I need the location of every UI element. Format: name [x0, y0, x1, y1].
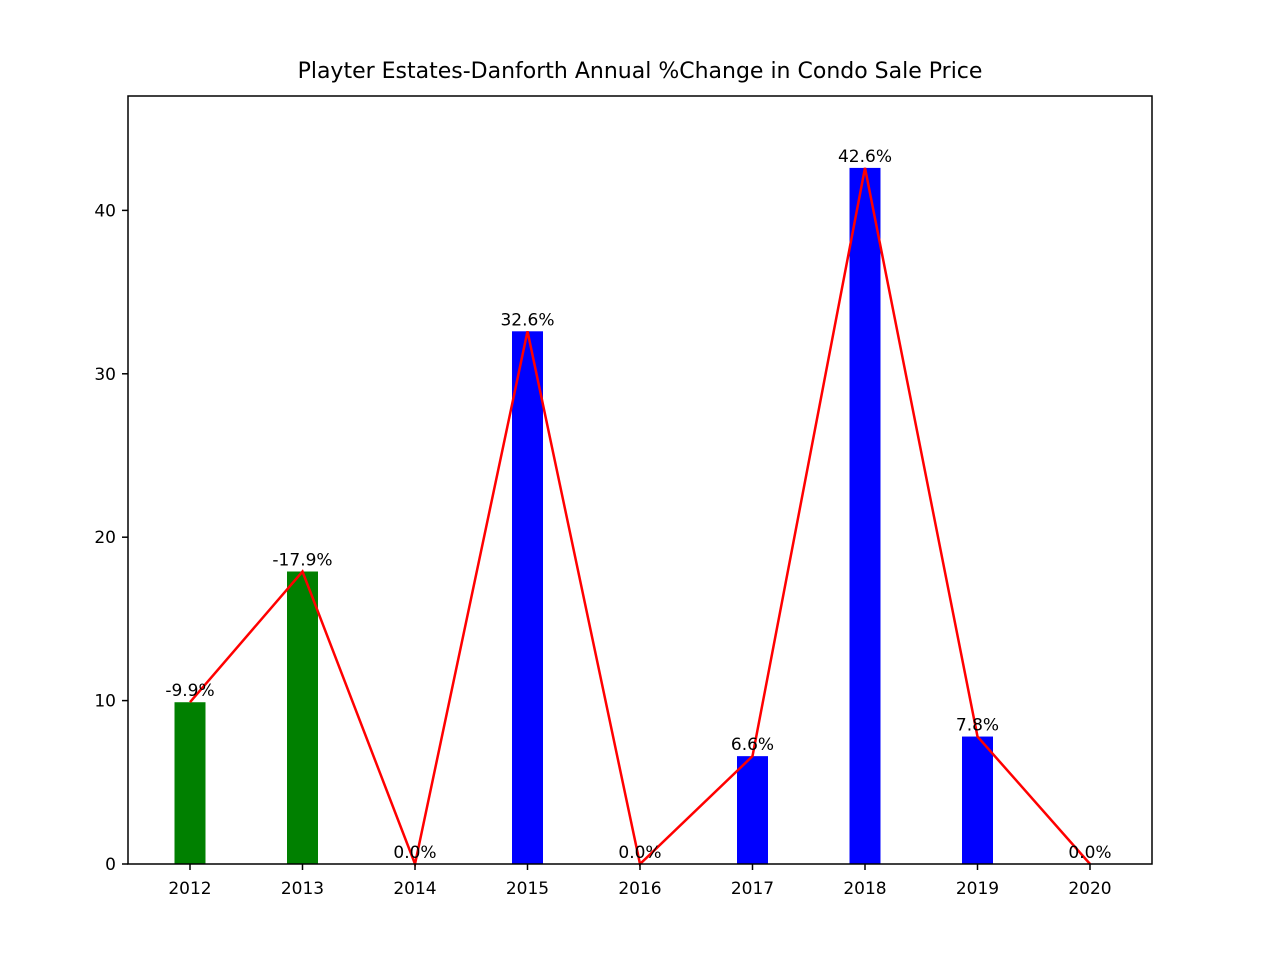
data-label-2019: 7.8% — [956, 716, 999, 736]
y-tick-label-10: 10 — [94, 692, 116, 712]
data-label-2013: -17.9% — [272, 551, 332, 571]
x-tick-label-2013: 2013 — [281, 879, 324, 899]
y-tick-label-20: 20 — [94, 528, 116, 548]
x-tick-label-2015: 2015 — [506, 879, 549, 899]
x-tick-label-2012: 2012 — [168, 879, 211, 899]
bar-2012 — [174, 702, 206, 864]
y-tick-label-40: 40 — [94, 201, 116, 221]
plot-area — [128, 96, 1152, 864]
y-tick-label-30: 30 — [94, 365, 116, 385]
x-tick-label-2018: 2018 — [843, 879, 886, 899]
bar-2018 — [849, 167, 881, 864]
axes-group: 0 10 20 30 40 2012 2013 2014 2015 2016 2017 2018 201… — [94, 95, 1153, 899]
data-label-2014: 0.0% — [393, 843, 436, 863]
data-label-2020: 0.0% — [1068, 843, 1111, 863]
bar-2013 — [287, 571, 318, 864]
bar-2015 — [512, 331, 543, 864]
bar-2019 — [962, 736, 993, 864]
data-label-2015: 32.6% — [500, 310, 554, 330]
y-tick-label-0: 0 — [105, 855, 116, 875]
data-labels-group: -9.9% -17.9% 0.0% 32.6% 0.0% 6.6% 42.6% 7.8% 0.0… — [165, 147, 1111, 863]
bars-group — [174, 167, 993, 864]
data-label-2018: 42.6% — [838, 147, 892, 167]
x-tick-label-2020: 2020 — [1068, 879, 1111, 899]
data-label-2017: 6.6% — [731, 735, 774, 755]
x-tick-label-2014: 2014 — [393, 879, 436, 899]
x-tick-label-2017: 2017 — [731, 879, 774, 899]
x-tick-label-2019: 2019 — [956, 879, 999, 899]
bar-2017 — [737, 756, 768, 864]
chart-title: Playter Estates-Danforth Annual %Change … — [298, 59, 983, 84]
data-label-2016: 0.0% — [618, 843, 661, 863]
x-tick-label-2016: 2016 — [618, 879, 661, 899]
data-label-2012: -9.9% — [165, 681, 214, 701]
